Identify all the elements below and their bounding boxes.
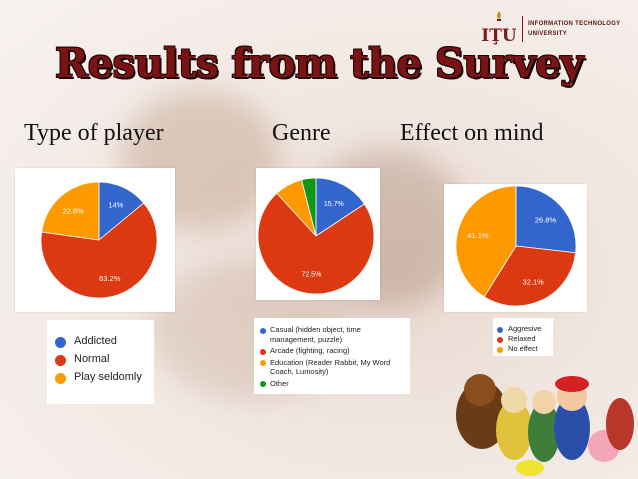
pie-slice (455, 185, 517, 298)
legend-label: Normal (74, 353, 110, 365)
pie-slice-label: 41.1% (467, 231, 489, 240)
legend-label: management, puzzle) (270, 334, 343, 344)
logo-divider (522, 16, 523, 42)
pie-slice-label: 63.2% (99, 274, 121, 283)
legend-swatch (260, 360, 266, 367)
pie-slice (41, 181, 100, 241)
pie-slice (98, 181, 145, 241)
legend-swatch (55, 336, 66, 348)
pie-chart-genre: 15.7% 72.5% (257, 177, 375, 295)
pie-slice-label: 32.1% (523, 278, 545, 287)
page-title: Results from the Survey (54, 40, 584, 87)
game-characters-illustration (456, 374, 634, 476)
pie-slice (301, 177, 317, 237)
pie-slice-label: 26.8% (535, 216, 557, 225)
logo-mark-text: IŢU (482, 26, 516, 46)
legend-label: Education (Reader Rabbit, My Word (270, 357, 391, 367)
pie-slice (257, 192, 375, 295)
pie-slice-label: 14% (108, 200, 123, 209)
pie-slice-label: 22.8% (62, 206, 84, 215)
legend-label: Aggresive (508, 324, 542, 333)
legend-label: No effect (508, 344, 538, 353)
legend-swatch (497, 347, 503, 353)
legend-label: Coach, Lumosity) (270, 367, 329, 376)
legend-label: Other (270, 378, 289, 388)
chart-panel-effect: 26.8% 32.1% 41.1% (444, 184, 587, 312)
university-logo: IŢU INFORMATION TECHNOLOGY UNIVERSITY (482, 10, 632, 46)
legend-player: Addicted Normal Play seldomly (47, 320, 154, 404)
legend-swatch (260, 381, 266, 388)
legend-label: Play seldomly (74, 371, 142, 383)
legend-label: Addicted (74, 335, 117, 347)
legend-genre: Casual (hidden object, time management, p… (254, 318, 410, 394)
legend-swatch (55, 354, 66, 366)
chart-panel-player: 14% 63.2% 22.8% (15, 168, 175, 312)
legend-label: Arcade (fighting, racing) (270, 346, 350, 355)
legend-label: Casual (hidden object, time (270, 325, 361, 334)
pie-slice (315, 177, 365, 237)
legend-swatch (497, 337, 503, 343)
legend-label: Relaxed (508, 334, 536, 343)
logo-line-1: INFORMATION TECHNOLOGY (528, 21, 621, 27)
pie-chart-player: 14% 63.2% 22.8% (40, 181, 158, 299)
chart-panel-genre: 15.7% 72.5% (256, 168, 380, 300)
legend-swatch (260, 348, 266, 355)
heading-genre: Genre (272, 120, 331, 146)
pie-slice (515, 185, 577, 254)
pie-slice (40, 202, 158, 299)
heading-effect: Effect on mind (400, 120, 544, 146)
legend-effect: Aggresive Relaxed No effect (493, 318, 553, 356)
pie-chart-effect: 26.8% 32.1% 41.1% (455, 185, 577, 307)
legend-swatch (260, 327, 266, 334)
pie-slice-label: 15.7% (324, 201, 344, 208)
pie-slice-label: 72.5% (301, 271, 321, 278)
logo-line-2: UNIVERSITY (528, 31, 568, 37)
legend-swatch (497, 327, 503, 333)
legend-swatch (55, 372, 66, 384)
heading-player: Type of player (24, 120, 164, 146)
torch-icon: IŢU (482, 11, 516, 46)
